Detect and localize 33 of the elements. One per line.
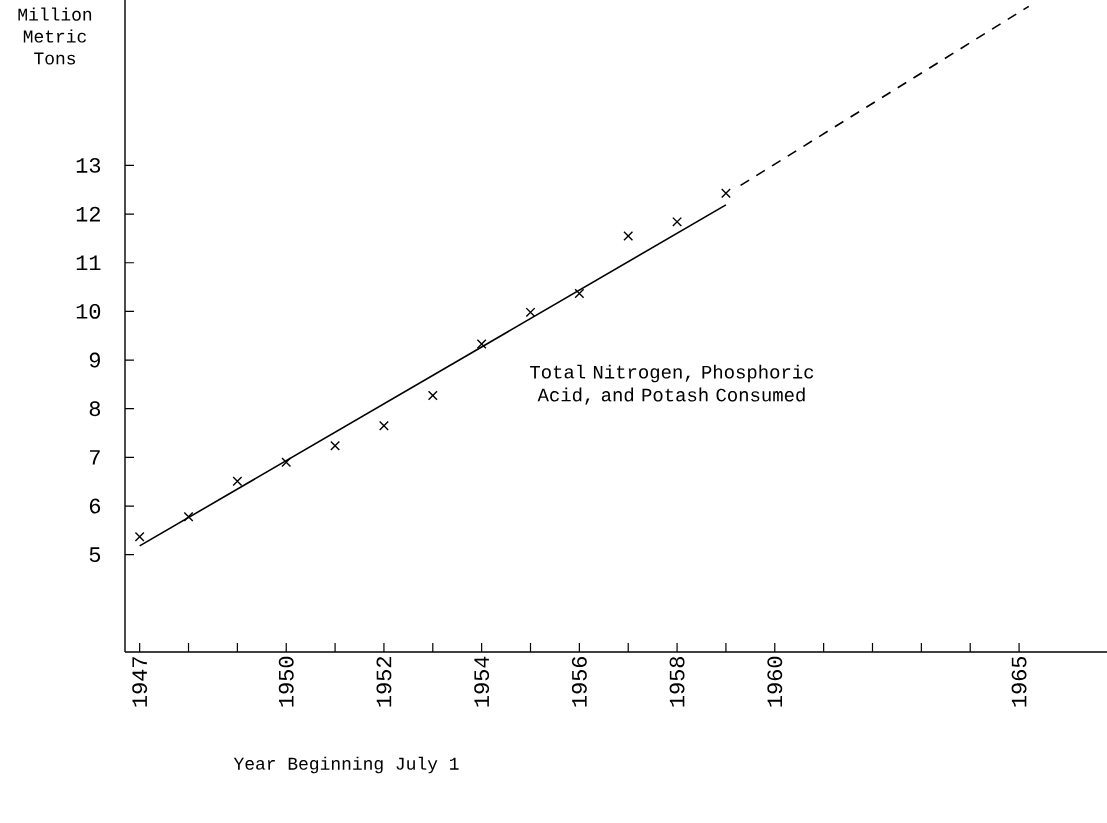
point — [379, 420, 389, 431]
point — [672, 216, 683, 227]
x-axis-title: Year Beginning July 1 — [233, 756, 459, 774]
point — [281, 457, 292, 468]
x-tick-label: 1947 — [132, 657, 148, 707]
y-tick-label: 5 — [89, 547, 101, 563]
x-tick-label: 1952 — [376, 657, 392, 707]
y-tick-label: 10 — [76, 303, 101, 319]
y-tick-label: 7 — [90, 450, 100, 465]
x-tick-label: 1950 — [278, 656, 294, 707]
point — [232, 476, 243, 487]
point — [134, 531, 145, 542]
point — [476, 339, 487, 349]
y-tick-label: 13 — [76, 157, 101, 173]
y-tick-label: 6 — [89, 498, 101, 514]
y-axis-title: Million Metric Tons — [18, 7, 92, 65]
x-tick-label: 1958 — [669, 656, 685, 707]
point — [183, 511, 194, 522]
text: Total Nitrogen, Phosphoric Acid, and Potash Consumed — [530, 364, 814, 405]
point — [427, 390, 438, 401]
x-tick-label: 1965 — [1011, 656, 1027, 707]
y-tick-label: 9 — [89, 352, 100, 368]
point — [525, 307, 536, 318]
point — [720, 188, 731, 199]
x-tick-label: 1954 — [474, 656, 490, 707]
y-tick-label: 11 — [76, 255, 101, 270]
point — [574, 288, 585, 299]
x-tick-label: 1956 — [571, 656, 587, 707]
x-tick-label: 1960 — [767, 656, 783, 707]
y-tick-label: 8 — [89, 401, 101, 417]
point — [330, 440, 341, 451]
y-tick-label: 12 — [76, 206, 100, 222]
point — [623, 231, 634, 241]
